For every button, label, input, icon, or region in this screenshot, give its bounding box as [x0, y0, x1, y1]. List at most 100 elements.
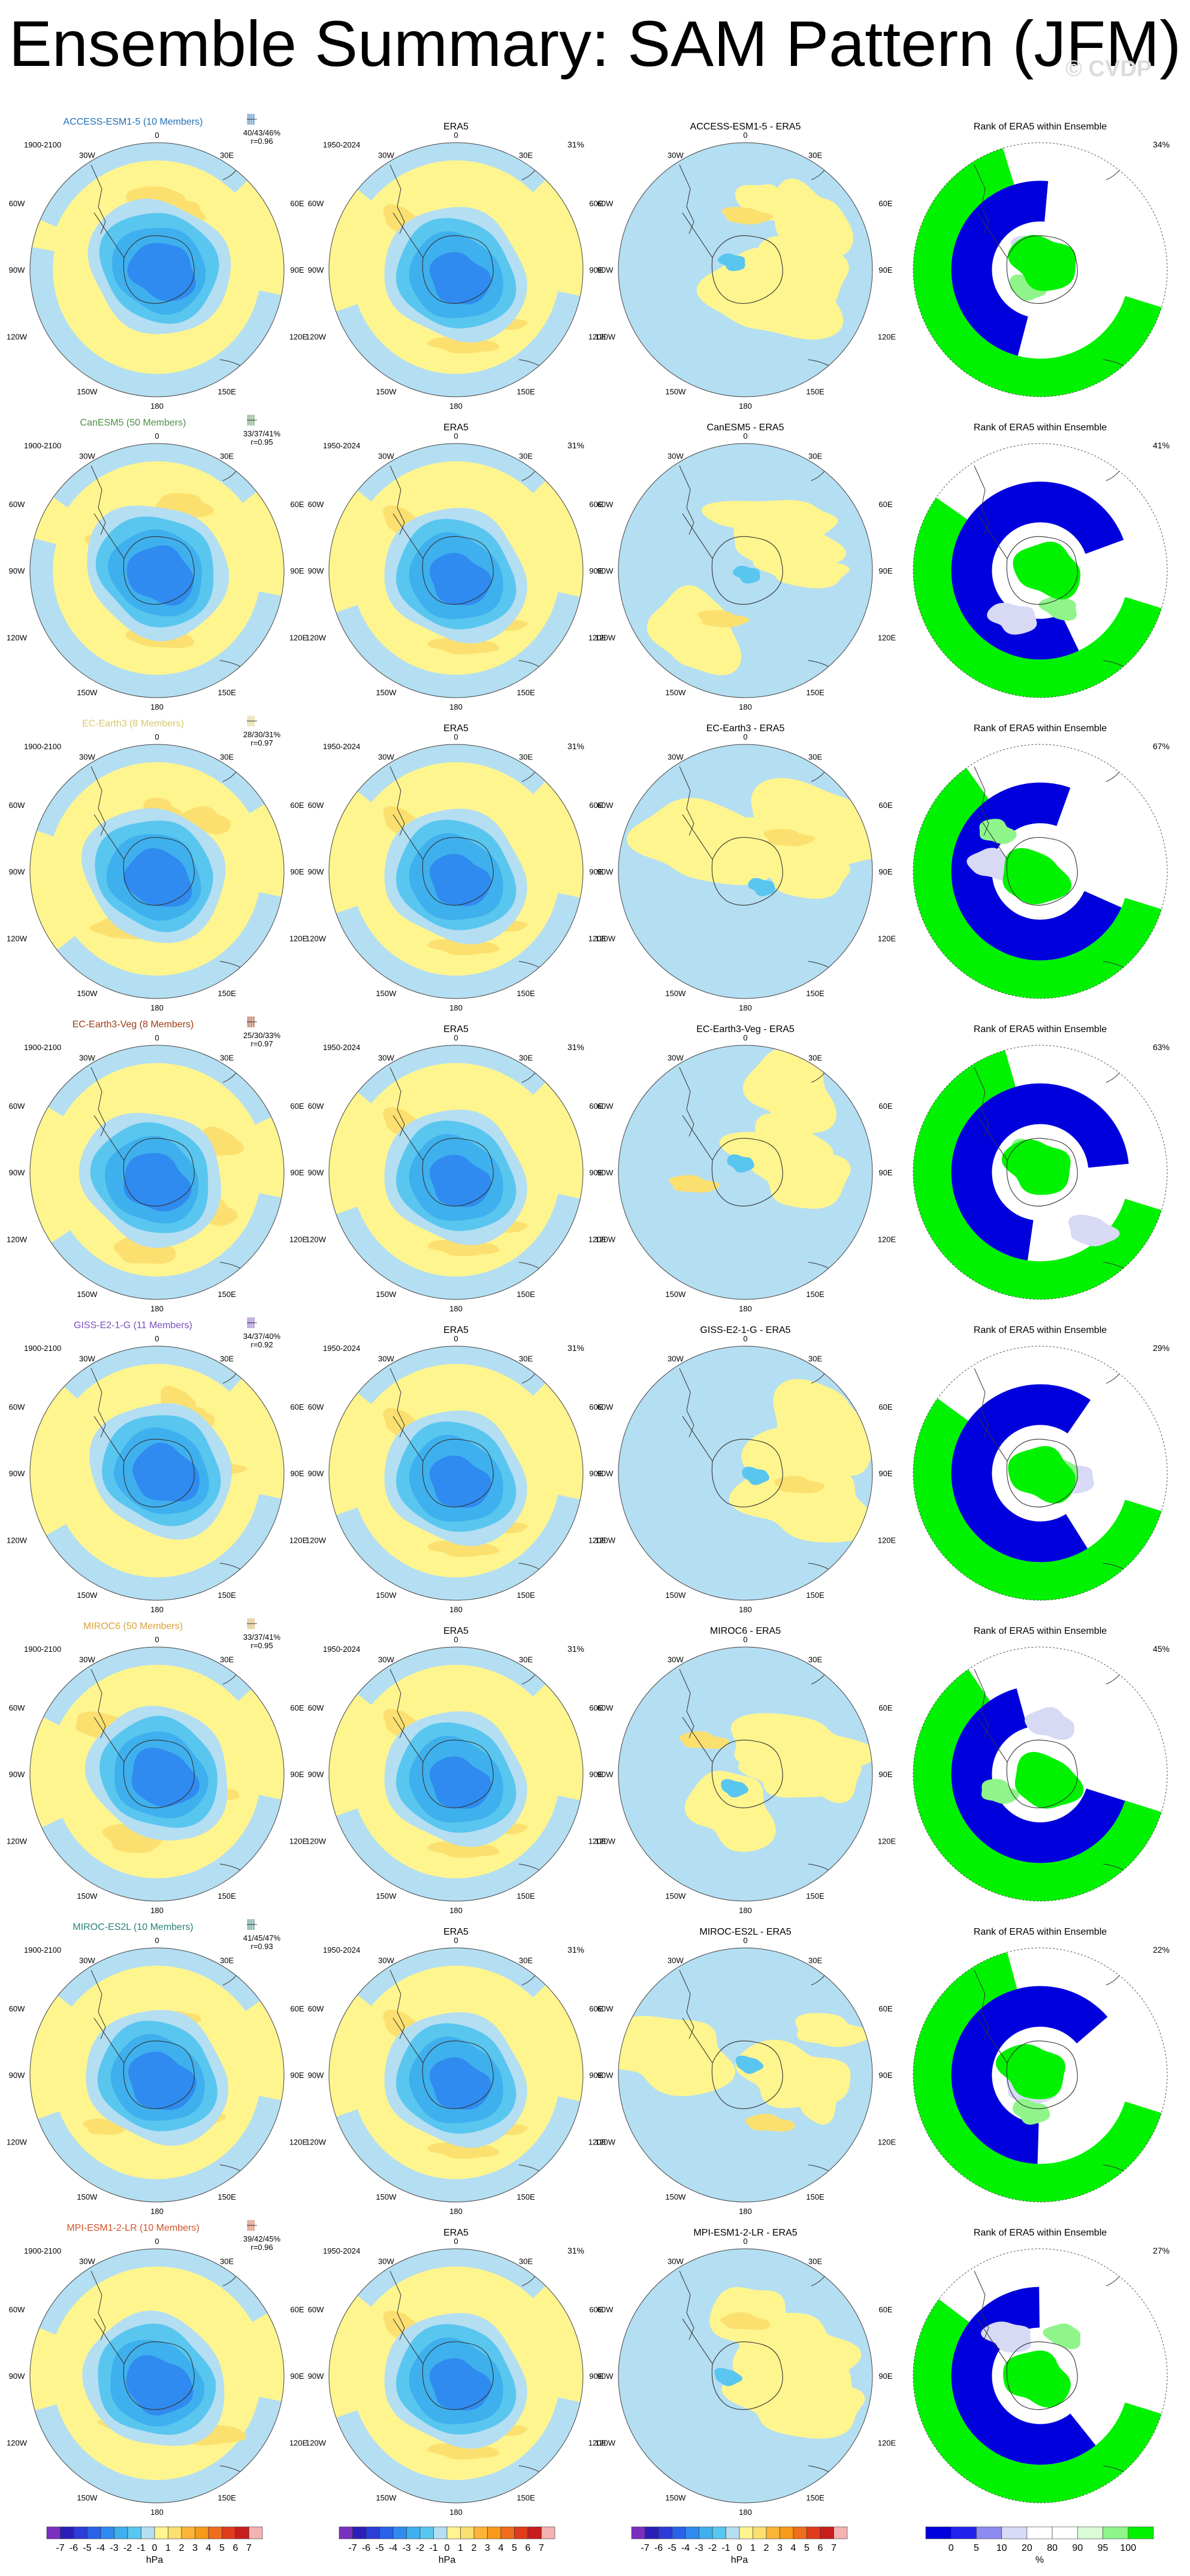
- colorbar-tick: 1: [750, 2543, 756, 2553]
- colorbar-swatch: [73, 2526, 87, 2539]
- pattern-correlation: r=0.93: [250, 1942, 273, 1951]
- peninsula-outline: [392, 1717, 424, 1763]
- map-border: [29, 142, 285, 397]
- pattern-correlation: r=0.97: [250, 1039, 273, 1048]
- rim-negative-band: [330, 1193, 583, 1299]
- era5-title: ERA5: [443, 2228, 469, 2238]
- lon-label-60e: 60E: [878, 1102, 892, 1111]
- lon-label-150w: 150W: [376, 1591, 397, 1600]
- difference-title: EC-Earth3 - ERA5: [706, 723, 785, 734]
- lon-label-30e: 30E: [220, 1655, 234, 1664]
- pattern-correlation: r=0.97: [250, 738, 273, 747]
- rank-patch: [1043, 2323, 1081, 2349]
- pattern-correlation: r=0.95: [250, 438, 273, 447]
- lon-label-30w: 30W: [378, 1354, 394, 1363]
- lon-label-150w: 150W: [77, 2493, 98, 2502]
- south-america-outline: [90, 1969, 106, 2040]
- lon-label-120w: 120W: [306, 333, 327, 342]
- rim-negative-band: [46, 1193, 284, 1299]
- row-canesm5: CanESM5 (50 Members) 33/37/41%r=0.95 0 30W 3…: [7, 415, 1170, 711]
- colorbar-tick: 7: [831, 2543, 836, 2553]
- colorbar-swatch: [168, 2526, 182, 2539]
- colorbar-swatch: [658, 2526, 672, 2539]
- contour-field: [30, 2249, 284, 2503]
- antarctica-outline: [123, 2341, 195, 2410]
- colorbar-tick: -2: [708, 2543, 717, 2553]
- lon-label-120e: 120E: [878, 634, 896, 643]
- rank-patch: [981, 2321, 1032, 2353]
- lon-label-30w: 30W: [378, 2257, 394, 2266]
- lon-label-60w: 60W: [597, 2305, 614, 2314]
- lon-label-60e: 60E: [589, 199, 603, 208]
- positive-lobe: [83, 2118, 128, 2135]
- negative-core-4: [132, 1443, 200, 1502]
- peninsula-outline: [977, 1115, 1008, 1161]
- variance-stats: 28/30/31%: [243, 730, 281, 739]
- lon-label-0: 0: [743, 1334, 747, 1343]
- variance-percent: 31%: [567, 1945, 584, 1954]
- lon-label-0: 0: [743, 1033, 747, 1042]
- lon-label-60e: 60E: [878, 199, 892, 208]
- lon-label-0: 0: [454, 131, 458, 140]
- south-america-outline: [679, 2270, 694, 2340]
- colorbar-tick: 4: [791, 2543, 796, 2553]
- lon-label-120e: 120E: [289, 2138, 308, 2147]
- colorbar-tick: 90: [1072, 2543, 1083, 2553]
- lon-label-30e: 30E: [808, 1354, 822, 1363]
- lon-label-30e: 30E: [519, 1655, 533, 1664]
- lon-label-90e: 90E: [878, 2071, 892, 2080]
- lon-label-150w: 150W: [376, 2493, 397, 2502]
- lon-label-180: 180: [150, 402, 164, 411]
- colorbar-swatch: [100, 2526, 114, 2539]
- colorbar-swatch: [114, 2526, 128, 2539]
- lon-label-180: 180: [739, 2508, 752, 2517]
- lon-label-60e: 60E: [290, 2004, 304, 2013]
- negative-core-4: [429, 2057, 492, 2110]
- lon-label-30w: 30W: [79, 1354, 95, 1363]
- lon-label-90e: 90E: [878, 1168, 892, 1177]
- colorbar-swatch: [950, 2526, 977, 2539]
- colorbar-tick: -6: [362, 2543, 370, 2553]
- rank-panel: Rank of ERA5 within Ensemble 67%: [913, 723, 1170, 999]
- south-america-outline: [90, 766, 106, 836]
- lon-label-120w: 120W: [7, 1235, 28, 1244]
- contour-field: [30, 444, 284, 698]
- rank-high-band: [913, 1394, 1167, 1600]
- contour-field: [30, 744, 284, 999]
- colorbar-tick: -4: [681, 2543, 690, 2553]
- lon-label-150w: 150W: [665, 1591, 686, 1600]
- colorbar-swatch: [379, 2526, 394, 2539]
- lon-label-150e: 150E: [806, 2192, 824, 2201]
- rank-high-band: [913, 1948, 1167, 2202]
- south-america-outline: [974, 2270, 989, 2340]
- south-america-outline: [679, 1969, 694, 2040]
- lon-label-30w: 30W: [79, 1956, 95, 1965]
- lon-label-120w: 120W: [7, 2439, 28, 2448]
- map-border: [29, 2248, 285, 2503]
- contour-field: [329, 744, 583, 999]
- colorbar-tick: -6: [70, 2543, 78, 2553]
- peninsula-outline: [93, 2318, 125, 2364]
- lon-label-90w: 90W: [308, 867, 324, 876]
- peninsula-outline: [392, 2017, 424, 2064]
- lon-label-0: 0: [454, 1635, 458, 1644]
- rim-negative-band: [30, 536, 284, 698]
- lon-label-120w: 120W: [306, 2439, 327, 2448]
- colorbar-swatch: [541, 2526, 555, 2539]
- colorbar-swatch: [181, 2526, 195, 2539]
- lon-label-0: 0: [155, 1033, 159, 1042]
- lon-label-90w: 90W: [597, 266, 614, 275]
- lon-label-120w: 120W: [306, 2138, 327, 2147]
- lon-label-90e: 90E: [878, 1770, 892, 1779]
- antarctica-outline: [422, 1438, 494, 1507]
- positive-difference-area: [735, 184, 787, 221]
- colorbar-swatch: [1103, 2526, 1129, 2539]
- colorbar-tick: -3: [402, 2543, 410, 2553]
- lon-label-90w: 90W: [308, 1770, 324, 1779]
- row-miroc-es2l: MIROC-ES2L (10 Members) 41/45/47%r=0.93 0 3…: [7, 1919, 1170, 2216]
- lon-label-0: 0: [155, 432, 159, 441]
- positive-difference-area: [751, 2312, 862, 2380]
- lon-label-60w: 60W: [597, 2004, 614, 2013]
- row-mpi-esm1-2-lr: MPI-ESM1-2-LR (10 Members) 39/42/45%r=0.9…: [7, 2220, 1170, 2517]
